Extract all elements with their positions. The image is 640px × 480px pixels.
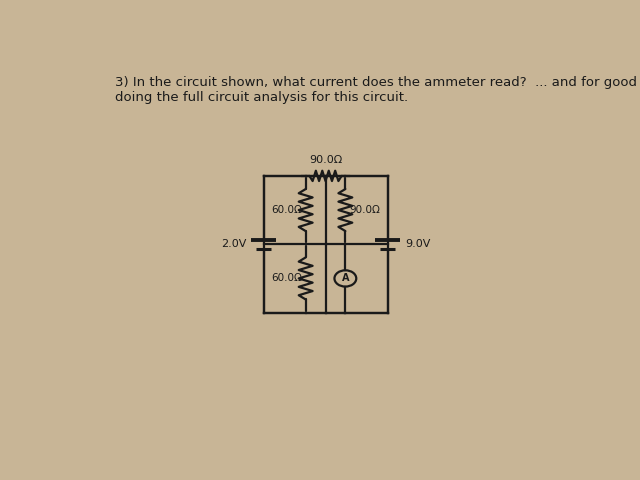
Text: 9.0V: 9.0V [405,239,430,249]
Text: 90.0Ω: 90.0Ω [309,155,342,165]
Text: 2.0V: 2.0V [221,239,246,249]
Text: 90.0Ω: 90.0Ω [349,205,380,215]
Text: 60.0Ω: 60.0Ω [271,205,301,215]
Text: 3) In the circuit shown, what current does the ammeter read?  ... and for good m: 3) In the circuit shown, what current do… [115,76,640,104]
Text: 60.0Ω: 60.0Ω [271,274,301,283]
Text: A: A [342,274,349,283]
